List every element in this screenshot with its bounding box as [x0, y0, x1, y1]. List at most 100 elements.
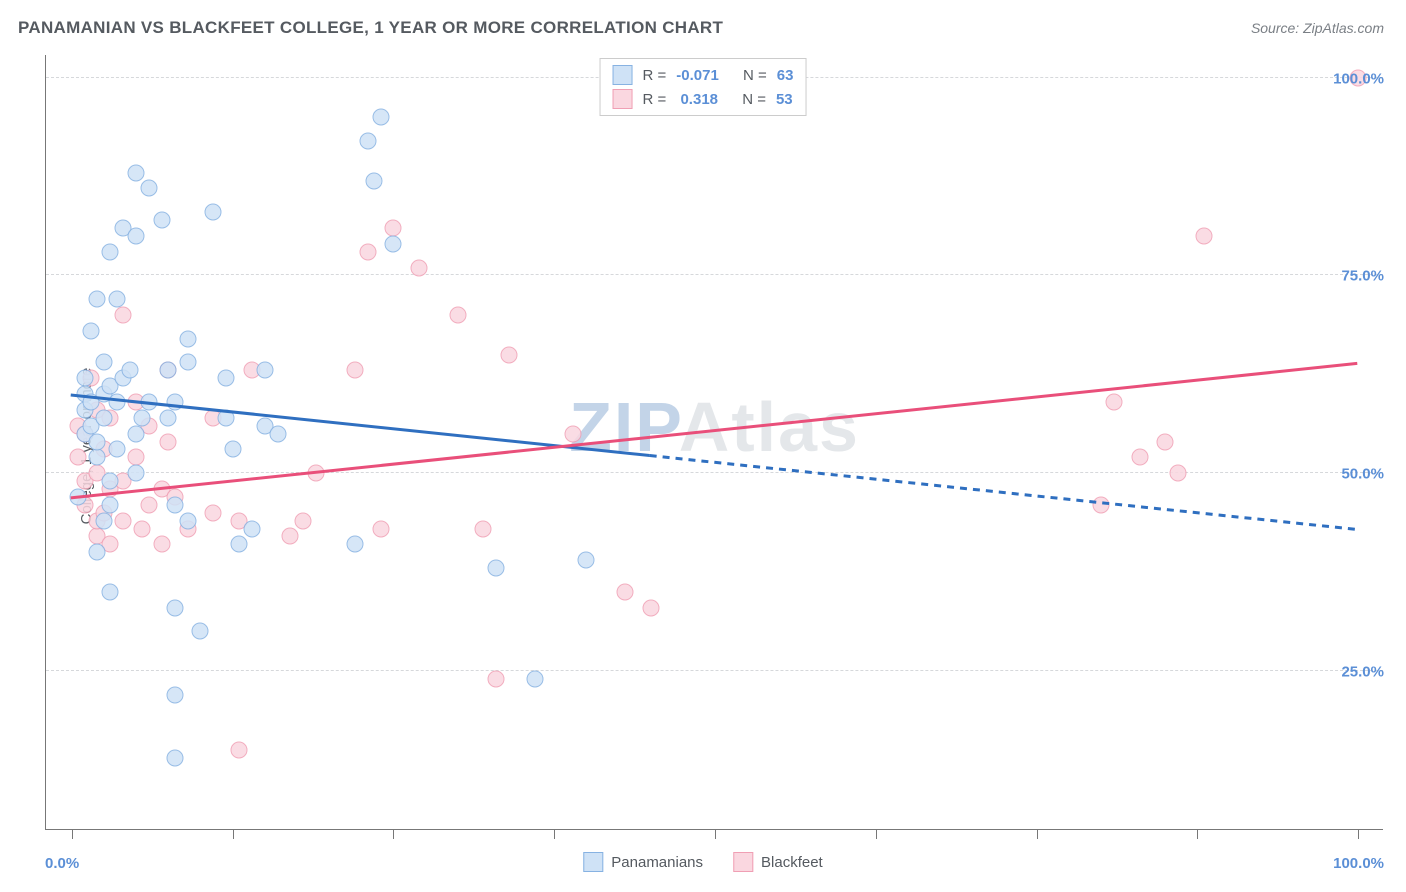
x-axis-max-label: 100.0% — [1333, 855, 1384, 872]
panamanian-point — [89, 433, 106, 450]
legend-row-blackfeet: R = 0.318 N = 53 — [613, 87, 794, 111]
panamanian-point — [153, 212, 170, 229]
y-tick-label: 100.0% — [1333, 70, 1384, 87]
panamanian-point — [95, 354, 112, 371]
blackfeet-point — [115, 306, 132, 323]
blackfeet-point — [1131, 449, 1148, 466]
panamanian-point — [359, 133, 376, 150]
panamanian-point — [256, 362, 273, 379]
blackfeet-point — [642, 599, 659, 616]
panamanian-point — [89, 291, 106, 308]
blackfeet-point — [488, 670, 505, 687]
blackfeet-point — [160, 433, 177, 450]
blackfeet-point — [616, 583, 633, 600]
blackfeet-point — [140, 496, 157, 513]
panamanian-point — [160, 409, 177, 426]
blackfeet-point — [1092, 496, 1109, 513]
blackfeet-point — [359, 243, 376, 260]
r-label: R = — [643, 67, 667, 84]
blackfeet-point — [70, 449, 87, 466]
panamanian-point — [346, 536, 363, 553]
correlation-legend: R = -0.071 N = 63 R = 0.318 N = 53 — [600, 58, 807, 116]
panamanian-point — [224, 441, 241, 458]
blackfeet-point — [411, 259, 428, 276]
swatch-blackfeet — [733, 852, 753, 872]
panamanian-point — [205, 204, 222, 221]
swatch-panamanian — [613, 65, 633, 85]
gridline — [46, 274, 1383, 275]
blackfeet-point — [501, 346, 518, 363]
panamanian-point — [128, 425, 145, 442]
legend-label-panamanian: Panamanians — [611, 854, 703, 871]
panamanian-point — [102, 243, 119, 260]
panamanian-point — [89, 544, 106, 561]
blackfeet-point — [1195, 227, 1212, 244]
panamanian-point — [166, 749, 183, 766]
panamanian-point — [140, 180, 157, 197]
y-tick-label: 25.0% — [1341, 663, 1384, 680]
blackfeet-point — [308, 465, 325, 482]
panamanian-point — [372, 109, 389, 126]
blackfeet-point — [205, 504, 222, 521]
swatch-blackfeet — [613, 89, 633, 109]
x-tick — [715, 829, 716, 839]
swatch-panamanian — [583, 852, 603, 872]
chart-title: PANAMANIAN VS BLACKFEET COLLEGE, 1 YEAR … — [18, 18, 723, 38]
panamanian-n-value: 63 — [777, 67, 794, 84]
blackfeet-point — [1105, 393, 1122, 410]
panamanian-point — [166, 393, 183, 410]
panamanian-point — [89, 449, 106, 466]
panamanian-point — [230, 536, 247, 553]
panamanian-point — [102, 583, 119, 600]
blackfeet-point — [128, 449, 145, 466]
panamanian-point — [166, 496, 183, 513]
panamanian-point — [108, 291, 125, 308]
panamanian-point — [70, 488, 87, 505]
panamanian-point — [128, 164, 145, 181]
panamanian-point — [269, 425, 286, 442]
blackfeet-r-value: 0.318 — [676, 91, 718, 108]
n-label: N = — [743, 67, 767, 84]
legend-item-blackfeet: Blackfeet — [733, 852, 823, 872]
x-tick — [1358, 829, 1359, 839]
watermark: ZIPAtlas — [569, 387, 860, 467]
panamanian-r-value: -0.071 — [676, 67, 719, 84]
x-tick — [393, 829, 394, 839]
panamanian-point — [218, 370, 235, 387]
watermark-atlas: Atlas — [679, 388, 860, 466]
legend-row-panamanian: R = -0.071 N = 63 — [613, 63, 794, 87]
panamanian-point — [218, 409, 235, 426]
panamanian-point — [95, 409, 112, 426]
panamanian-point — [160, 362, 177, 379]
y-tick-label: 50.0% — [1341, 466, 1384, 483]
x-tick — [1197, 829, 1198, 839]
blackfeet-point — [1170, 465, 1187, 482]
panamanian-point — [121, 362, 138, 379]
blackfeet-point — [372, 520, 389, 537]
x-axis-min-label: 0.0% — [45, 855, 79, 872]
r-label: R = — [643, 91, 667, 108]
blackfeet-point — [134, 520, 151, 537]
blackfeet-point — [475, 520, 492, 537]
x-tick — [1037, 829, 1038, 839]
blackfeet-point — [449, 306, 466, 323]
series-legend: Panamanians Blackfeet — [583, 852, 822, 872]
blackfeet-point — [153, 536, 170, 553]
blackfeet-point — [282, 528, 299, 545]
panamanian-point — [108, 441, 125, 458]
chart-source: Source: ZipAtlas.com — [1251, 20, 1384, 36]
panamanian-point — [179, 354, 196, 371]
blackfeet-point — [346, 362, 363, 379]
y-tick-label: 75.0% — [1341, 268, 1384, 285]
panamanian-point — [192, 623, 209, 640]
panamanian-point — [243, 520, 260, 537]
x-tick — [233, 829, 234, 839]
gridline — [46, 670, 1383, 671]
n-label: N = — [742, 91, 766, 108]
panamanian-point — [108, 393, 125, 410]
panamanian-point — [76, 370, 93, 387]
blackfeet-point — [565, 425, 582, 442]
panamanian-point — [578, 552, 595, 569]
panamanian-point — [366, 172, 383, 189]
panamanian-point — [526, 670, 543, 687]
